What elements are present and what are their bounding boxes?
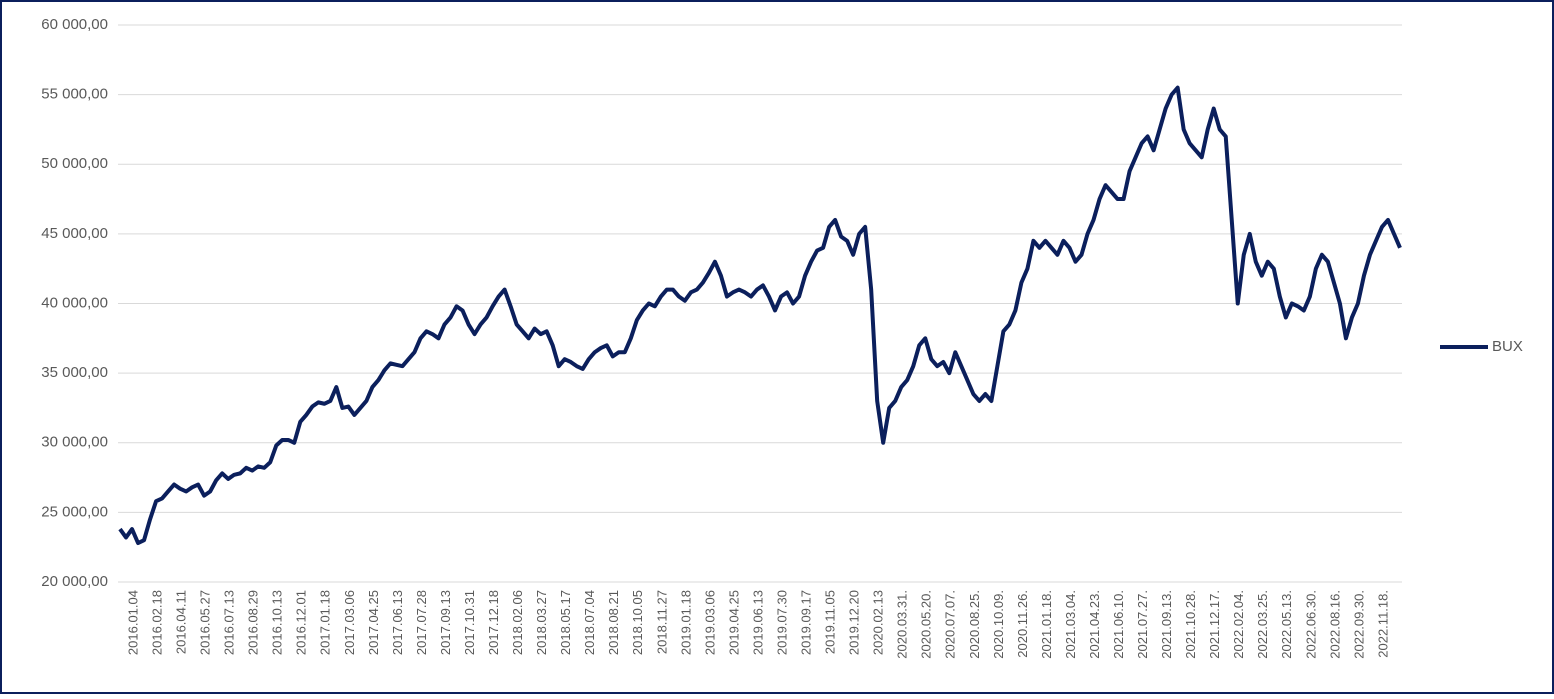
y-tick-label: 40 000,00 xyxy=(41,294,108,311)
x-tick-label: 2019.11.05 xyxy=(823,590,838,654)
x-tick-label: 2016.10.13 xyxy=(270,590,285,655)
x-tick-label: 2020.05.20. xyxy=(919,590,934,659)
y-tick-label: 35 000,00 xyxy=(41,364,108,381)
x-tick-label: 2017.07.28 xyxy=(414,590,429,655)
x-tick-label: 2017.12.18 xyxy=(486,590,501,655)
x-tick-label: 2021.03.04. xyxy=(1063,590,1078,659)
x-tick-label: 2017.03.06 xyxy=(342,590,357,655)
x-tick-label: 2016.12.01 xyxy=(294,590,309,655)
x-tick-label: 2019.06.13 xyxy=(750,590,765,655)
x-tick-label: 2019.01.18 xyxy=(678,590,693,655)
x-tick-label: 2018.08.21 xyxy=(606,590,621,655)
x-tick-label: 2020.03.31. xyxy=(895,590,910,659)
y-tick-label: 45 000,00 xyxy=(41,225,108,242)
legend-label: BUX xyxy=(1492,338,1523,355)
x-tick-label: 2017.01.18 xyxy=(318,590,333,655)
x-tick-label: 2022.09.30. xyxy=(1351,590,1366,659)
y-tick-label: 50 000,00 xyxy=(41,155,108,172)
y-tick-label: 55 000,00 xyxy=(41,86,108,103)
y-tick-label: 30 000,00 xyxy=(41,434,108,451)
x-tick-label: 2018.10.05 xyxy=(630,590,645,655)
x-tick-label: 2016.04.11 xyxy=(174,590,189,654)
data-line xyxy=(118,85,1402,546)
y-tick-label: 60 000,00 xyxy=(41,16,108,33)
x-tick-label: 2021.12.17. xyxy=(1207,590,1222,659)
x-tick-label: 2019.04.25 xyxy=(726,590,741,655)
x-tick-label: 2022.03.25. xyxy=(1255,590,1270,659)
x-tick-label: 2016.07.13 xyxy=(222,590,237,655)
x-tick-label: 2016.01.04 xyxy=(125,590,140,655)
x-tick-label: 2022.02.04. xyxy=(1231,590,1246,659)
x-tick-label: 2020.02.13 xyxy=(871,590,886,655)
x-tick-label: 2019.03.06 xyxy=(702,590,717,655)
x-tick-label: 2016.05.27 xyxy=(198,590,213,655)
x-tick-label: 2016.08.29 xyxy=(246,590,261,655)
x-tick-label: 2021.06.10. xyxy=(1111,590,1126,659)
x-tick-label: 2018.07.04 xyxy=(582,590,597,655)
x-tick-label: 2020.08.25. xyxy=(967,590,982,659)
y-tick-label: 25 000,00 xyxy=(41,503,108,520)
x-tick-label: 2022.08.16. xyxy=(1327,590,1342,659)
x-tick-label: 2021.09.13. xyxy=(1159,590,1174,659)
x-tick-label: 2022.06.30. xyxy=(1303,590,1318,659)
x-tick-label: 2020.10.09. xyxy=(991,590,1006,659)
x-tick-label: 2020.07.07. xyxy=(943,590,958,659)
x-tick-label: 2021.04.23. xyxy=(1087,590,1102,659)
x-tick-label: 2018.11.27 xyxy=(654,590,669,654)
x-tick-label: 2018.05.17 xyxy=(558,590,573,655)
x-tick-label: 2017.10.31 xyxy=(462,590,477,655)
x-tick-label: 2016.02.18 xyxy=(149,590,164,655)
x-tick-label: 2022.11.18. xyxy=(1375,590,1390,658)
x-tick-label: 2018.02.06 xyxy=(510,590,525,655)
x-tick-label: 2019.12.20 xyxy=(847,590,862,655)
x-tick-label: 2017.04.25 xyxy=(366,590,381,655)
x-tick-label: 2022.05.13. xyxy=(1279,590,1294,659)
x-tick-label: 2019.07.30 xyxy=(774,590,789,655)
x-tick-label: 2017.09.13 xyxy=(438,590,453,655)
x-tick-label: 2021.07.27. xyxy=(1135,590,1150,659)
x-tick-label: 2020.11.26. xyxy=(1015,590,1030,658)
x-tick-label: 2019.09.17 xyxy=(798,590,813,655)
y-tick-label: 20 000,00 xyxy=(41,573,108,590)
x-tick-label: 2021.01.18. xyxy=(1039,590,1054,659)
x-tick-label: 2021.10.28. xyxy=(1183,590,1198,659)
x-tick-label: 2018.03.27 xyxy=(534,590,549,655)
x-tick-label: 2017.06.13 xyxy=(390,590,405,655)
